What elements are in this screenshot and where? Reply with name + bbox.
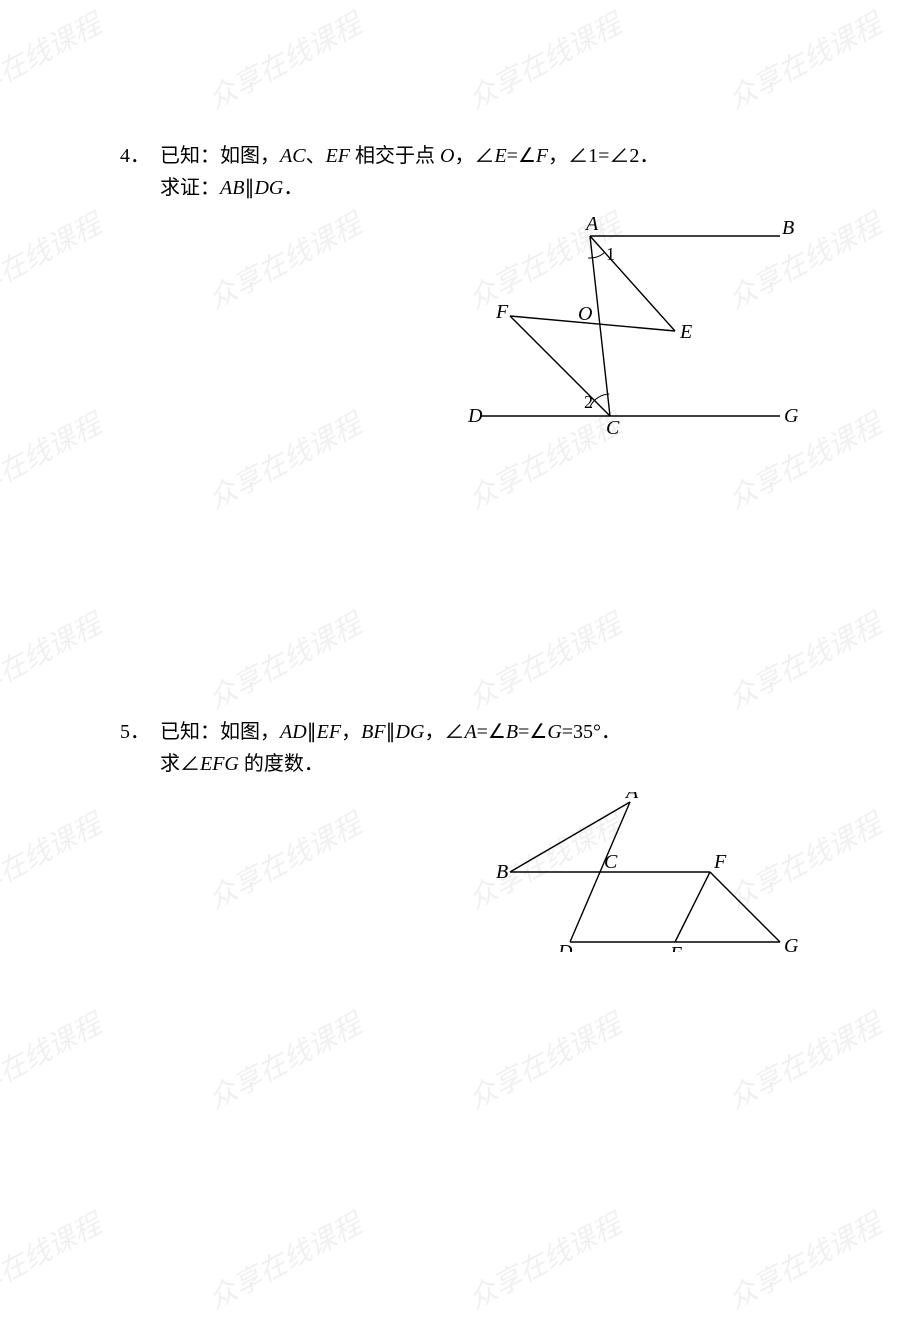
txt: ，∠ bbox=[424, 721, 464, 743]
var: O bbox=[440, 145, 454, 167]
var: BF bbox=[361, 721, 385, 743]
txt: ，∠1=∠2． bbox=[548, 145, 659, 167]
txt: ∥ bbox=[386, 721, 396, 743]
watermark: 众享在线课程 bbox=[0, 1003, 108, 1117]
diagram-label: 1 bbox=[606, 244, 615, 264]
txt: ∥ bbox=[307, 721, 317, 743]
txt: ． bbox=[283, 177, 303, 199]
var: EF bbox=[326, 145, 350, 167]
problem-5-line2: 求∠EFG 的度数． bbox=[120, 748, 800, 780]
diagram-label: B bbox=[782, 217, 794, 239]
var: B bbox=[506, 721, 518, 743]
watermark: 众享在线课程 bbox=[0, 1203, 108, 1317]
problem-4: 4．已知：如图，AC、EF 相交于点 O，∠E=∠F，∠1=∠2． 求证：AB∥… bbox=[120, 140, 800, 456]
diagram-line bbox=[590, 236, 675, 331]
diagram-line bbox=[510, 316, 675, 331]
watermark: 众享在线课程 bbox=[460, 1003, 627, 1117]
figure-4: A B D C G F E O 1 2 bbox=[120, 216, 800, 456]
txt: 求∠ bbox=[160, 753, 200, 775]
watermark: 众享在线课程 bbox=[200, 1003, 367, 1117]
watermark: 众享在线课程 bbox=[200, 1203, 367, 1317]
var: G bbox=[547, 721, 561, 743]
var: F bbox=[536, 145, 548, 167]
txt: 相交于点 bbox=[350, 145, 440, 167]
diagram-label: F bbox=[495, 301, 509, 323]
watermark: 众享在线课程 bbox=[720, 1203, 887, 1317]
angle-arc bbox=[588, 253, 604, 258]
diagram-label: 2 bbox=[584, 392, 593, 412]
geometry-diagram: A B C F D E G bbox=[480, 792, 800, 952]
txt: ∥ bbox=[244, 177, 254, 199]
var: E bbox=[494, 145, 506, 167]
txt: ， bbox=[341, 721, 361, 743]
var: AC bbox=[280, 145, 306, 167]
diagram-label: D bbox=[467, 405, 483, 427]
diagram-label: A bbox=[584, 216, 599, 235]
diagram-label: B bbox=[496, 861, 508, 883]
txt: =∠ bbox=[477, 721, 506, 743]
diagram-line bbox=[510, 316, 610, 416]
diagram-label: C bbox=[604, 851, 618, 873]
var: EF bbox=[317, 721, 341, 743]
var: AB bbox=[220, 177, 244, 199]
txt: 已知：如图， bbox=[160, 145, 280, 167]
diagram-label: G bbox=[784, 405, 799, 427]
problem-number: 4． bbox=[120, 140, 160, 172]
txt: 的度数． bbox=[239, 753, 324, 775]
page-content: 4．已知：如图，AC、EF 相交于点 O，∠E=∠F，∠1=∠2． 求证：AB∥… bbox=[0, 0, 920, 972]
txt: 求证： bbox=[160, 177, 220, 199]
problem-number: 5． bbox=[120, 716, 160, 748]
watermark: 众享在线课程 bbox=[720, 1003, 887, 1117]
var: DG bbox=[254, 177, 283, 199]
txt: =∠ bbox=[518, 721, 547, 743]
txt: 已知：如图， bbox=[160, 721, 280, 743]
var: AD bbox=[280, 721, 307, 743]
var: EFG bbox=[200, 753, 239, 775]
txt: =35°． bbox=[562, 721, 621, 743]
figure-5: A B C F D E G bbox=[120, 792, 800, 972]
problem-4-line2: 求证：AB∥DG． bbox=[120, 172, 800, 204]
diagram-label: O bbox=[578, 303, 592, 325]
watermark: 众享在线课程 bbox=[460, 1203, 627, 1317]
diagram-label: E bbox=[669, 943, 682, 952]
diagram-line bbox=[675, 872, 710, 942]
problem-4-line1: 4．已知：如图，AC、EF 相交于点 O，∠E=∠F，∠1=∠2． bbox=[120, 140, 800, 172]
spacer bbox=[120, 516, 800, 716]
problem-5-line1: 5．已知：如图，AD∥EF，BF∥DG，∠A=∠B=∠G=35°． bbox=[120, 716, 800, 748]
txt: ，∠ bbox=[454, 145, 494, 167]
diagram-line bbox=[710, 872, 780, 942]
diagram-label: A bbox=[624, 792, 639, 803]
diagram-label: C bbox=[606, 417, 620, 436]
diagram-label: D bbox=[557, 941, 573, 952]
var: A bbox=[464, 721, 476, 743]
problem-5: 5．已知：如图，AD∥EF，BF∥DG，∠A=∠B=∠G=35°． 求∠EFG … bbox=[120, 716, 800, 972]
txt: 、 bbox=[306, 145, 326, 167]
diagram-label: E bbox=[679, 321, 692, 343]
diagram-label: G bbox=[784, 935, 799, 952]
diagram-label: F bbox=[713, 851, 727, 873]
var: DG bbox=[396, 721, 425, 743]
txt: =∠ bbox=[507, 145, 536, 167]
geometry-diagram: A B D C G F E O 1 2 bbox=[460, 216, 800, 436]
